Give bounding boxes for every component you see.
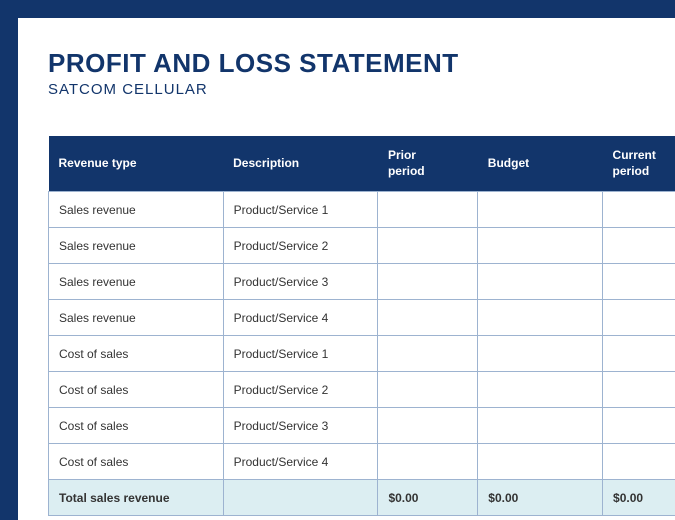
cell-prior [378, 372, 478, 408]
cell-budget [478, 336, 603, 372]
cell-prior [378, 228, 478, 264]
cell-budget [478, 192, 603, 228]
table-row: Sales revenue Product/Service 3 [49, 264, 675, 300]
col-header-budget: Budget [478, 136, 603, 192]
total-desc [223, 480, 378, 516]
cell-prior [378, 300, 478, 336]
cell-type: Cost of sales [49, 444, 224, 480]
cell-current [603, 264, 675, 300]
total-label: Total sales revenue [49, 480, 224, 516]
cell-desc: Product/Service 3 [223, 408, 378, 444]
cell-budget [478, 228, 603, 264]
col-header-prior-period: Priorperiod [378, 136, 478, 192]
cell-current [603, 408, 675, 444]
table-row: Cost of sales Product/Service 4 [49, 444, 675, 480]
total-budget: $0.00 [478, 480, 603, 516]
cell-desc: Product/Service 4 [223, 300, 378, 336]
table-row: Sales revenue Product/Service 4 [49, 300, 675, 336]
cell-budget [478, 264, 603, 300]
table-row: Cost of sales Product/Service 2 [49, 372, 675, 408]
cell-desc: Product/Service 3 [223, 264, 378, 300]
cell-desc: Product/Service 4 [223, 444, 378, 480]
cell-prior [378, 192, 478, 228]
page-frame: PROFIT AND LOSS STATEMENT SATCOM CELLULA… [0, 0, 675, 520]
cell-current [603, 300, 675, 336]
cell-current [603, 228, 675, 264]
cell-current [603, 444, 675, 480]
cell-current [603, 372, 675, 408]
col-header-description: Description [223, 136, 378, 192]
cell-prior [378, 264, 478, 300]
cell-budget [478, 408, 603, 444]
cell-type: Sales revenue [49, 300, 224, 336]
cell-type: Cost of sales [49, 372, 224, 408]
table-header-row: Revenue type Description Priorperiod Bud… [49, 136, 675, 192]
cell-type: Sales revenue [49, 228, 224, 264]
cell-desc: Product/Service 1 [223, 192, 378, 228]
table-row: Cost of sales Product/Service 3 [49, 408, 675, 444]
cell-type: Cost of sales [49, 336, 224, 372]
cell-current [603, 336, 675, 372]
col-header-current-period: Currentperiod [603, 136, 675, 192]
table-total-row: Total sales revenue $0.00 $0.00 $0.00 [49, 480, 675, 516]
col-header-revenue-type: Revenue type [49, 136, 224, 192]
cell-desc: Product/Service 2 [223, 372, 378, 408]
pl-table-wrap: Revenue type Description Priorperiod Bud… [48, 136, 675, 516]
table-row: Sales revenue Product/Service 1 [49, 192, 675, 228]
cell-type: Sales revenue [49, 264, 224, 300]
cell-type: Cost of sales [49, 408, 224, 444]
table-row: Cost of sales Product/Service 1 [49, 336, 675, 372]
cell-desc: Product/Service 2 [223, 228, 378, 264]
cell-budget [478, 300, 603, 336]
cell-current [603, 192, 675, 228]
company-subtitle: SATCOM CELLULAR [48, 81, 675, 98]
cell-budget [478, 444, 603, 480]
total-current: $0.00 [603, 480, 675, 516]
cell-budget [478, 372, 603, 408]
cell-type: Sales revenue [49, 192, 224, 228]
table-row: Sales revenue Product/Service 2 [49, 228, 675, 264]
cell-prior [378, 408, 478, 444]
table-body: Sales revenue Product/Service 1 Sales re… [49, 192, 675, 516]
cell-prior [378, 444, 478, 480]
total-prior: $0.00 [378, 480, 478, 516]
cell-prior [378, 336, 478, 372]
cell-desc: Product/Service 1 [223, 336, 378, 372]
pl-table: Revenue type Description Priorperiod Bud… [48, 136, 675, 516]
page-title: PROFIT AND LOSS STATEMENT [48, 48, 675, 79]
